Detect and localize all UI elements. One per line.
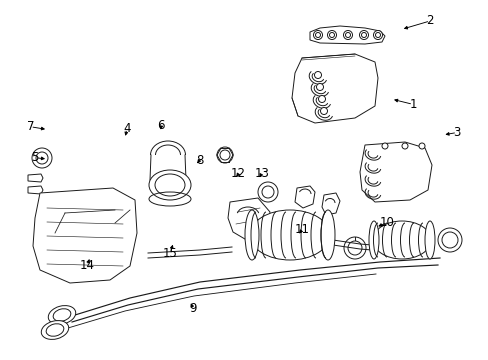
Text: 10: 10 [379,216,394,229]
Circle shape [343,31,352,40]
Circle shape [313,31,322,40]
Circle shape [327,31,336,40]
Text: 1: 1 [408,98,416,111]
Circle shape [343,237,365,259]
Polygon shape [309,26,384,44]
Ellipse shape [41,321,69,339]
Text: 3: 3 [452,126,460,139]
Circle shape [318,95,325,103]
Text: 9: 9 [189,302,197,315]
Text: 4: 4 [123,122,131,135]
Circle shape [262,186,273,198]
Polygon shape [359,142,431,202]
Polygon shape [294,186,314,208]
Text: 7: 7 [26,120,34,133]
Text: 6: 6 [157,119,165,132]
Circle shape [316,84,323,90]
Polygon shape [28,186,43,194]
Circle shape [217,147,232,163]
Text: 5: 5 [31,151,39,164]
Circle shape [359,31,368,40]
Circle shape [314,72,321,78]
Polygon shape [291,54,377,123]
Polygon shape [28,174,43,182]
Text: 14: 14 [80,259,94,272]
Circle shape [418,143,424,149]
Ellipse shape [249,210,329,260]
Polygon shape [321,193,339,215]
Text: 11: 11 [294,223,309,236]
Circle shape [36,152,48,164]
Circle shape [373,31,382,40]
Circle shape [320,108,327,114]
Ellipse shape [244,210,259,260]
Text: 15: 15 [163,247,177,260]
Ellipse shape [149,170,191,200]
Circle shape [381,143,387,149]
Ellipse shape [424,221,434,259]
Ellipse shape [372,221,430,259]
Ellipse shape [48,306,76,324]
Circle shape [32,148,52,168]
Circle shape [258,182,278,202]
Ellipse shape [320,210,334,260]
Text: 13: 13 [254,167,268,180]
Circle shape [441,232,457,248]
Polygon shape [227,198,269,242]
Circle shape [401,143,407,149]
Text: 12: 12 [231,167,245,180]
Circle shape [437,228,461,252]
Polygon shape [33,188,137,283]
Ellipse shape [46,324,64,336]
Text: 2: 2 [426,14,433,27]
Ellipse shape [368,221,378,259]
Ellipse shape [53,309,71,321]
Circle shape [347,241,361,255]
Text: 8: 8 [195,154,203,167]
Circle shape [220,150,229,160]
